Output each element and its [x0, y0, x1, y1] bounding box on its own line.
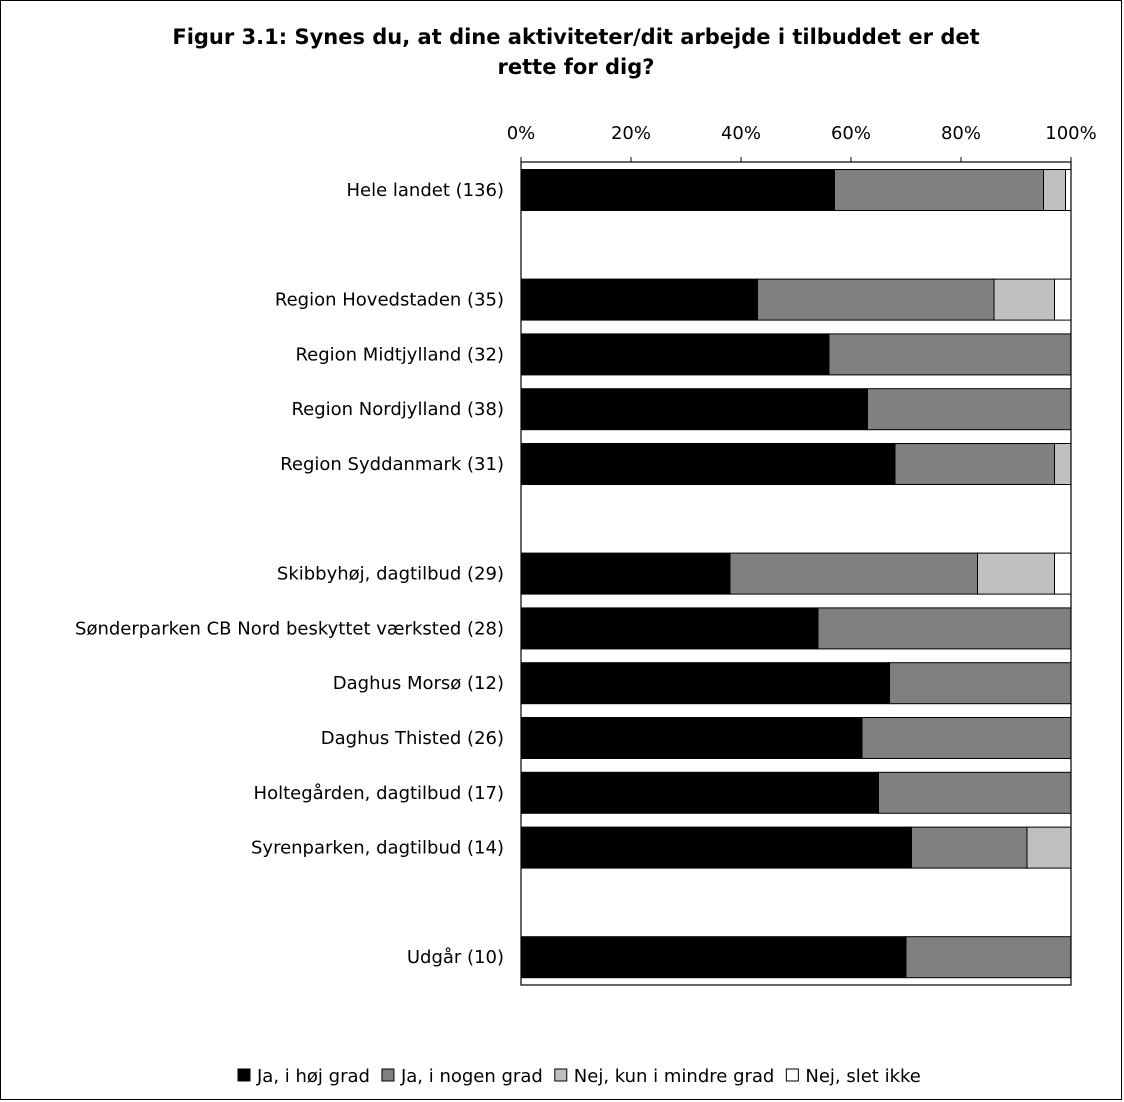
category-label: Holtegården, dagtilbud (17) — [254, 783, 504, 804]
chart-title-line-2: rette for dig? — [498, 55, 655, 79]
bar-segment — [520, 388, 868, 431]
legend-label: Ja, i høj grad — [256, 1066, 370, 1087]
bar-segment — [905, 936, 1072, 979]
bar-segment — [894, 443, 1055, 485]
category-label: Skibbyhøj, dagtilbud (29) — [277, 564, 504, 585]
legend-label: Ja, i nogen grad — [400, 1066, 543, 1087]
category-label: Region Nordjylland (38) — [291, 399, 504, 420]
bar-segment — [834, 169, 1044, 211]
legend-swatch — [554, 1068, 568, 1082]
bar-segment — [1043, 169, 1066, 211]
plot-area — [520, 161, 1072, 986]
bar-segment — [520, 662, 890, 705]
category-label: Sønderparken CB Nord beskyttet værksted … — [75, 618, 504, 639]
x-tick-label: 40% — [721, 123, 761, 144]
bar-segment — [520, 771, 879, 814]
bar-segment — [520, 607, 819, 650]
legend-swatch — [237, 1068, 251, 1082]
bar-segment — [757, 278, 995, 321]
chart-title: Figur 3.1: Synes du, at dine aktiviteter… — [172, 25, 979, 79]
category-label: Region Syddanmark (31) — [280, 454, 504, 475]
legend-label: Nej, kun i mindre grad — [574, 1066, 775, 1087]
category-label: Hele landet (136) — [346, 180, 504, 201]
legend-swatch — [785, 1068, 799, 1082]
category-labels: Hele landet (136) Region Hovedstaden (35)… — [75, 180, 504, 968]
bar-segment — [520, 552, 731, 595]
bar-segment — [1026, 826, 1072, 869]
bar-segment — [1054, 443, 1072, 485]
x-tick-label: 80% — [941, 123, 981, 144]
bar-segment — [1065, 169, 1072, 211]
bar-segment — [520, 169, 835, 211]
legend-swatch — [381, 1068, 395, 1082]
bar-segment — [867, 388, 1072, 431]
bar-segment — [878, 771, 1072, 814]
bar-segment — [1054, 552, 1072, 595]
bar-segment — [729, 552, 978, 595]
chart-title-line-1: Figur 3.1: Synes du, at dine aktiviteter… — [172, 25, 979, 49]
bar-segment — [1054, 278, 1072, 321]
bar-segment — [520, 333, 830, 376]
plot-border — [520, 161, 1072, 986]
legend: Ja, i høj grad Ja, i nogen grad Nej, kun i… — [237, 1066, 921, 1087]
bar-segment — [520, 717, 863, 759]
x-tick-label: 60% — [831, 123, 871, 144]
bar-segment — [520, 278, 758, 321]
category-label: Daghus Thisted (26) — [321, 728, 504, 749]
category-label: Region Midtjylland (32) — [295, 344, 504, 365]
bar-segment — [520, 826, 912, 869]
category-label: Udgår (10) — [407, 947, 504, 968]
bar-segment — [828, 333, 1072, 376]
x-axis: 0% 20% 40% 60% 80% 100% — [507, 123, 1097, 162]
bar-segment — [520, 443, 896, 485]
bar-segment — [520, 936, 907, 979]
bars — [520, 169, 1072, 979]
x-tick-label: 0% — [507, 123, 536, 144]
category-label: Syrenparken, dagtilbud (14) — [251, 838, 504, 859]
category-label: Region Hovedstaden (35) — [275, 290, 504, 311]
bar-segment — [911, 826, 1028, 869]
bar-segment — [817, 607, 1072, 650]
category-label: Daghus Morsø (12) — [333, 673, 504, 694]
bar-segment — [993, 278, 1055, 321]
bar-segment — [861, 717, 1072, 759]
bar-segment — [889, 662, 1072, 705]
legend-label: Nej, slet ikke — [805, 1066, 921, 1087]
bar-segment — [977, 552, 1055, 595]
x-tick-label: 20% — [611, 123, 651, 144]
x-tick-label: 100% — [1045, 123, 1096, 144]
